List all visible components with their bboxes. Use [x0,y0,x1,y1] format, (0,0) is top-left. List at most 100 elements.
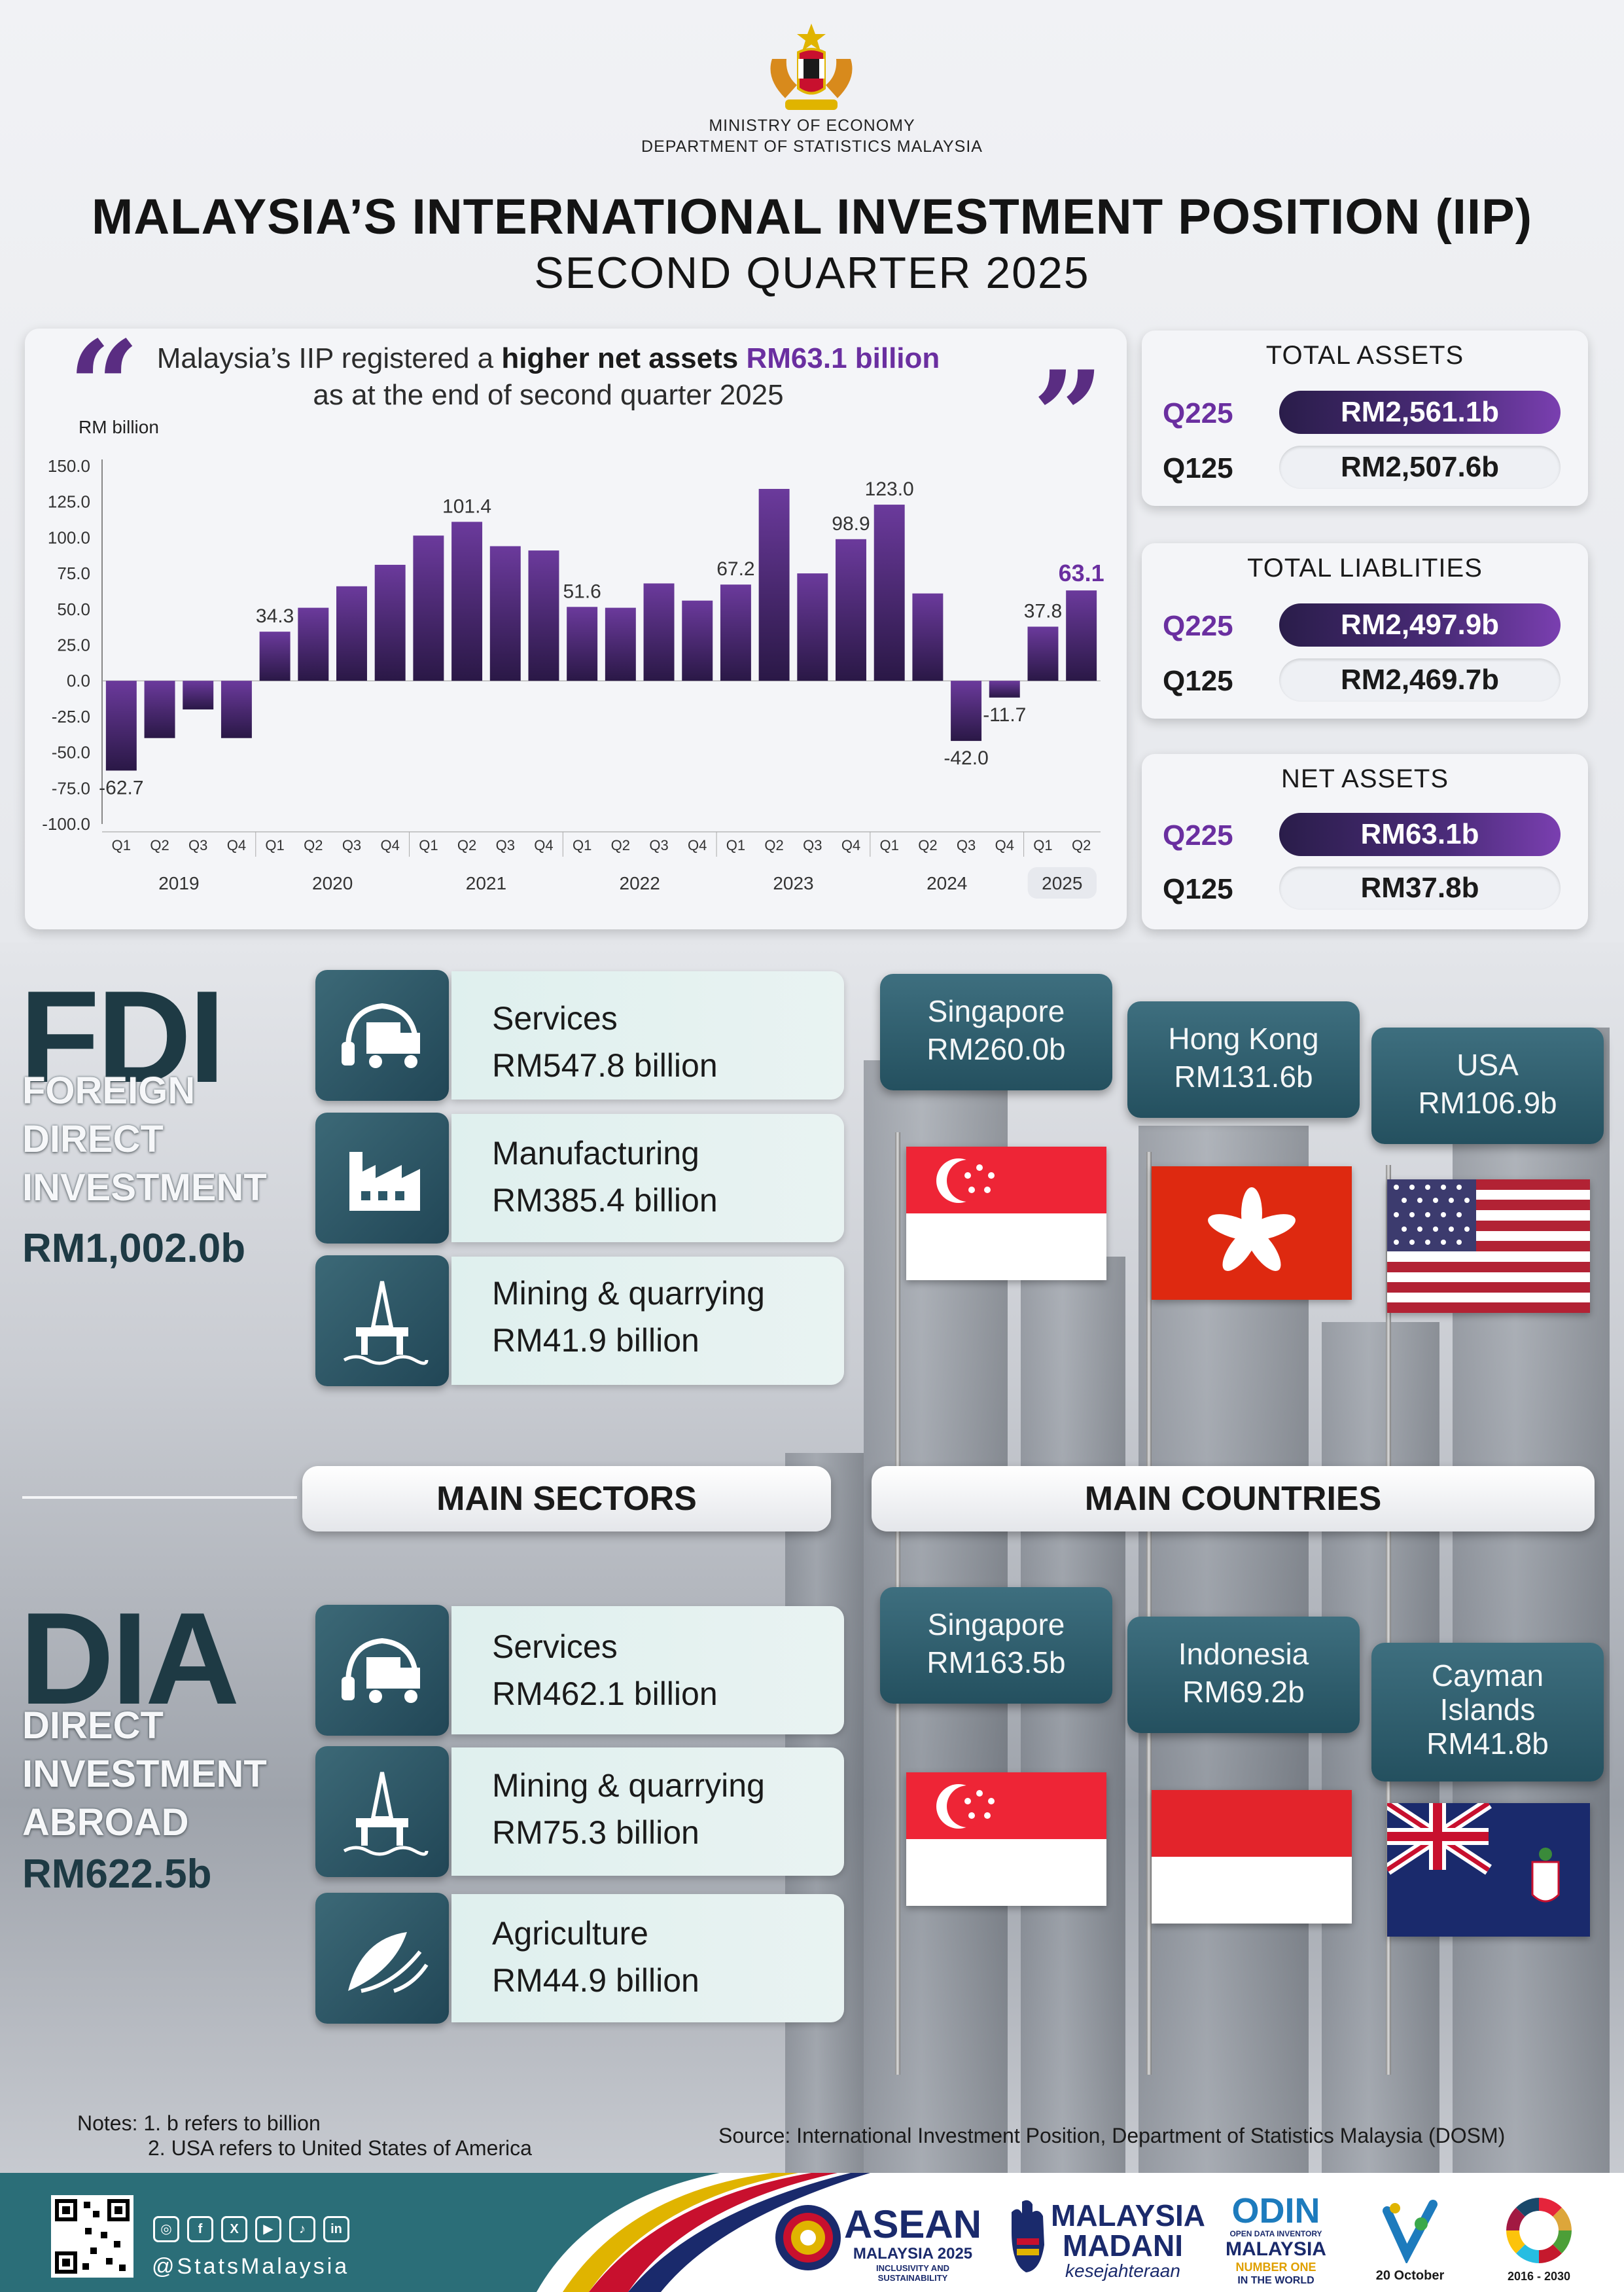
x-tick-label: Q1 [1033,837,1052,853]
bar-14 [605,607,636,681]
fdi-sector-services: Services RM547.8 billion [451,971,844,1100]
bar-25 [1027,626,1059,681]
total-liabilities-title: TOTAL LIABLITIES [1247,554,1483,582]
net-assets-q-current: Q225 [1163,819,1233,851]
notes: Notes: 1. b refers to billion 2. USA ref… [77,2111,532,2160]
data-label: -11.7 [983,704,1026,726]
cayman-islands-flag-icon [1387,1803,1590,1937]
year-label: 2021 [466,873,506,893]
dia-sector-agriculture: Agriculture RM44.9 billion [451,1894,844,2022]
facebook-icon[interactable]: f [187,2216,213,2242]
iip-bar-chart: RM billion 150.0 125.0 100.0 75.0 50.0 25.0 0.0… [42,417,1104,899]
bar-24 [989,681,1020,698]
data-label: 63.1 [1059,560,1104,586]
bar-12 [528,550,559,681]
linkedin-icon[interactable]: in [323,2216,349,2242]
chart-card: “ ” Malaysia’s IIP registered a higher n… [25,325,1127,929]
bar-4 [221,681,252,738]
instagram-icon[interactable]: ◎ [153,2216,179,2242]
dia-sector-services: Services RM462.1 billion [451,1606,844,1734]
close-quote-icon: ” [1033,344,1104,490]
total-liabilities-card: TOTAL LIABLITIES Q225 RM2,497.9b Q125 RM… [1142,543,1588,719]
y-tick-label: 150.0 [48,456,90,476]
services-icon [315,1605,449,1736]
social-handle[interactable]: @StatsMalaysia [152,2254,350,2279]
x-tick-label: Q4 [841,837,860,853]
coat-of-arms-icon [770,24,853,110]
main-sectors-banner: MAIN SECTORS [302,1466,831,1531]
bar-10 [451,522,483,681]
dia-country-indonesia: Indonesia RM69.2b [1127,1617,1360,1733]
net-assets-current-value: RM63.1b [1279,813,1561,856]
x-tick-label: Q2 [1072,837,1091,853]
total-liabilities-prev-value: RM2,469.7b [1279,658,1561,702]
year-label: 2020 [312,873,353,893]
x-tick-label: Q3 [649,837,668,853]
fdi-subtitle: FOREIGN DIRECT INVESTMENT [22,1069,267,1209]
source-text: Source: International Investment Positio… [718,2124,1506,2147]
bar-19 [797,573,828,681]
x-tick-label: Q4 [995,837,1014,853]
bar-2 [144,681,175,738]
bar-18 [758,489,790,681]
fdi-sector-manufacturing: Manufacturing RM385.4 billion [451,1114,844,1242]
y-tick-label: -100.0 [42,814,90,834]
singapore-flag-icon [906,1147,1106,1280]
year-label: 2022 [620,873,660,893]
total-assets-prev-value: RM2,507.6b [1279,446,1561,489]
page-title: MALAYSIA’S INTERNATIONAL INVESTMENT POSI… [91,189,1533,245]
asean-logo: ASEAN [844,2202,982,2246]
singapore-flag-icon [906,1772,1106,1906]
x-tick-label: Q1 [265,837,284,853]
net-assets-title: NET ASSETS [1280,764,1449,793]
x-tick-label: Q3 [342,837,361,853]
x-tick-label: Q2 [150,837,169,853]
year-label: 2025 [1042,873,1082,893]
y-tick-label: 0.0 [67,671,90,690]
sdg-years: 2016 - 2030 [1507,2270,1571,2283]
x-tick-label: Q1 [880,837,899,853]
ministry-line-1: MINISTRY OF ECONOMY [709,116,915,135]
bar-23 [951,681,982,742]
x-tick-label: Q1 [112,837,131,853]
qr-code-icon[interactable] [51,2195,133,2278]
data-label: 67.2 [716,558,754,580]
x-tick-label: Q3 [803,837,822,853]
total-assets-title: TOTAL ASSETS [1265,341,1464,370]
x-tick-label: Q4 [381,837,400,853]
main-countries-banner: MAIN COUNTRIES [872,1466,1595,1531]
bar-1 [105,681,137,771]
dia-country-cayman-islands: Cayman Islands RM41.8b [1371,1643,1604,1782]
y-tick-label: 50.0 [57,600,90,619]
x-tick-label: Q1 [573,837,591,853]
bar-8 [374,564,406,681]
y-tick-label: 75.0 [57,564,90,583]
x-tick-label: Q2 [457,837,476,853]
bar-9 [413,535,444,681]
ministry-line-2: DEPARTMENT OF STATISTICS MALAYSIA [641,137,983,156]
total-liabilities-q-prev: Q125 [1163,665,1233,697]
fdi-country-hong-kong: Hong Kong RM131.6b [1127,1001,1360,1118]
page-subtitle: SECOND QUARTER 2025 [534,248,1090,298]
x-tick-label: Q2 [304,837,323,853]
open-quote-icon: “ [68,313,140,459]
y-axis-label: RM billion [79,417,159,437]
youtube-icon[interactable]: ▶ [255,2216,281,2242]
total-liabilities-current-value: RM2,497.9b [1279,603,1561,647]
dia-subtitle: DIRECT INVESTMENT ABROAD [22,1704,267,1844]
dia-country-singapore: Singapore RM163.5b [880,1587,1112,1704]
net-assets-prev-value: RM37.8b [1279,867,1561,910]
x-tick-label: Q4 [534,837,553,853]
manufacturing-icon [315,1113,449,1244]
total-assets-q-prev: Q125 [1163,452,1233,484]
year-label: 2023 [773,873,813,893]
tiktok-icon[interactable]: ♪ [289,2216,315,2242]
x-tick-label: Q4 [227,837,246,853]
y-tick-label: -25.0 [52,707,90,726]
x-twitter-icon[interactable]: X [221,2216,247,2242]
fdi-country-usa: USA RM106.9b [1371,1028,1604,1144]
data-label: 37.8 [1024,600,1062,622]
data-label: 123.0 [865,478,914,500]
sdg-wheel-icon [1506,2198,1572,2263]
x-tick-label: Q4 [688,837,707,853]
